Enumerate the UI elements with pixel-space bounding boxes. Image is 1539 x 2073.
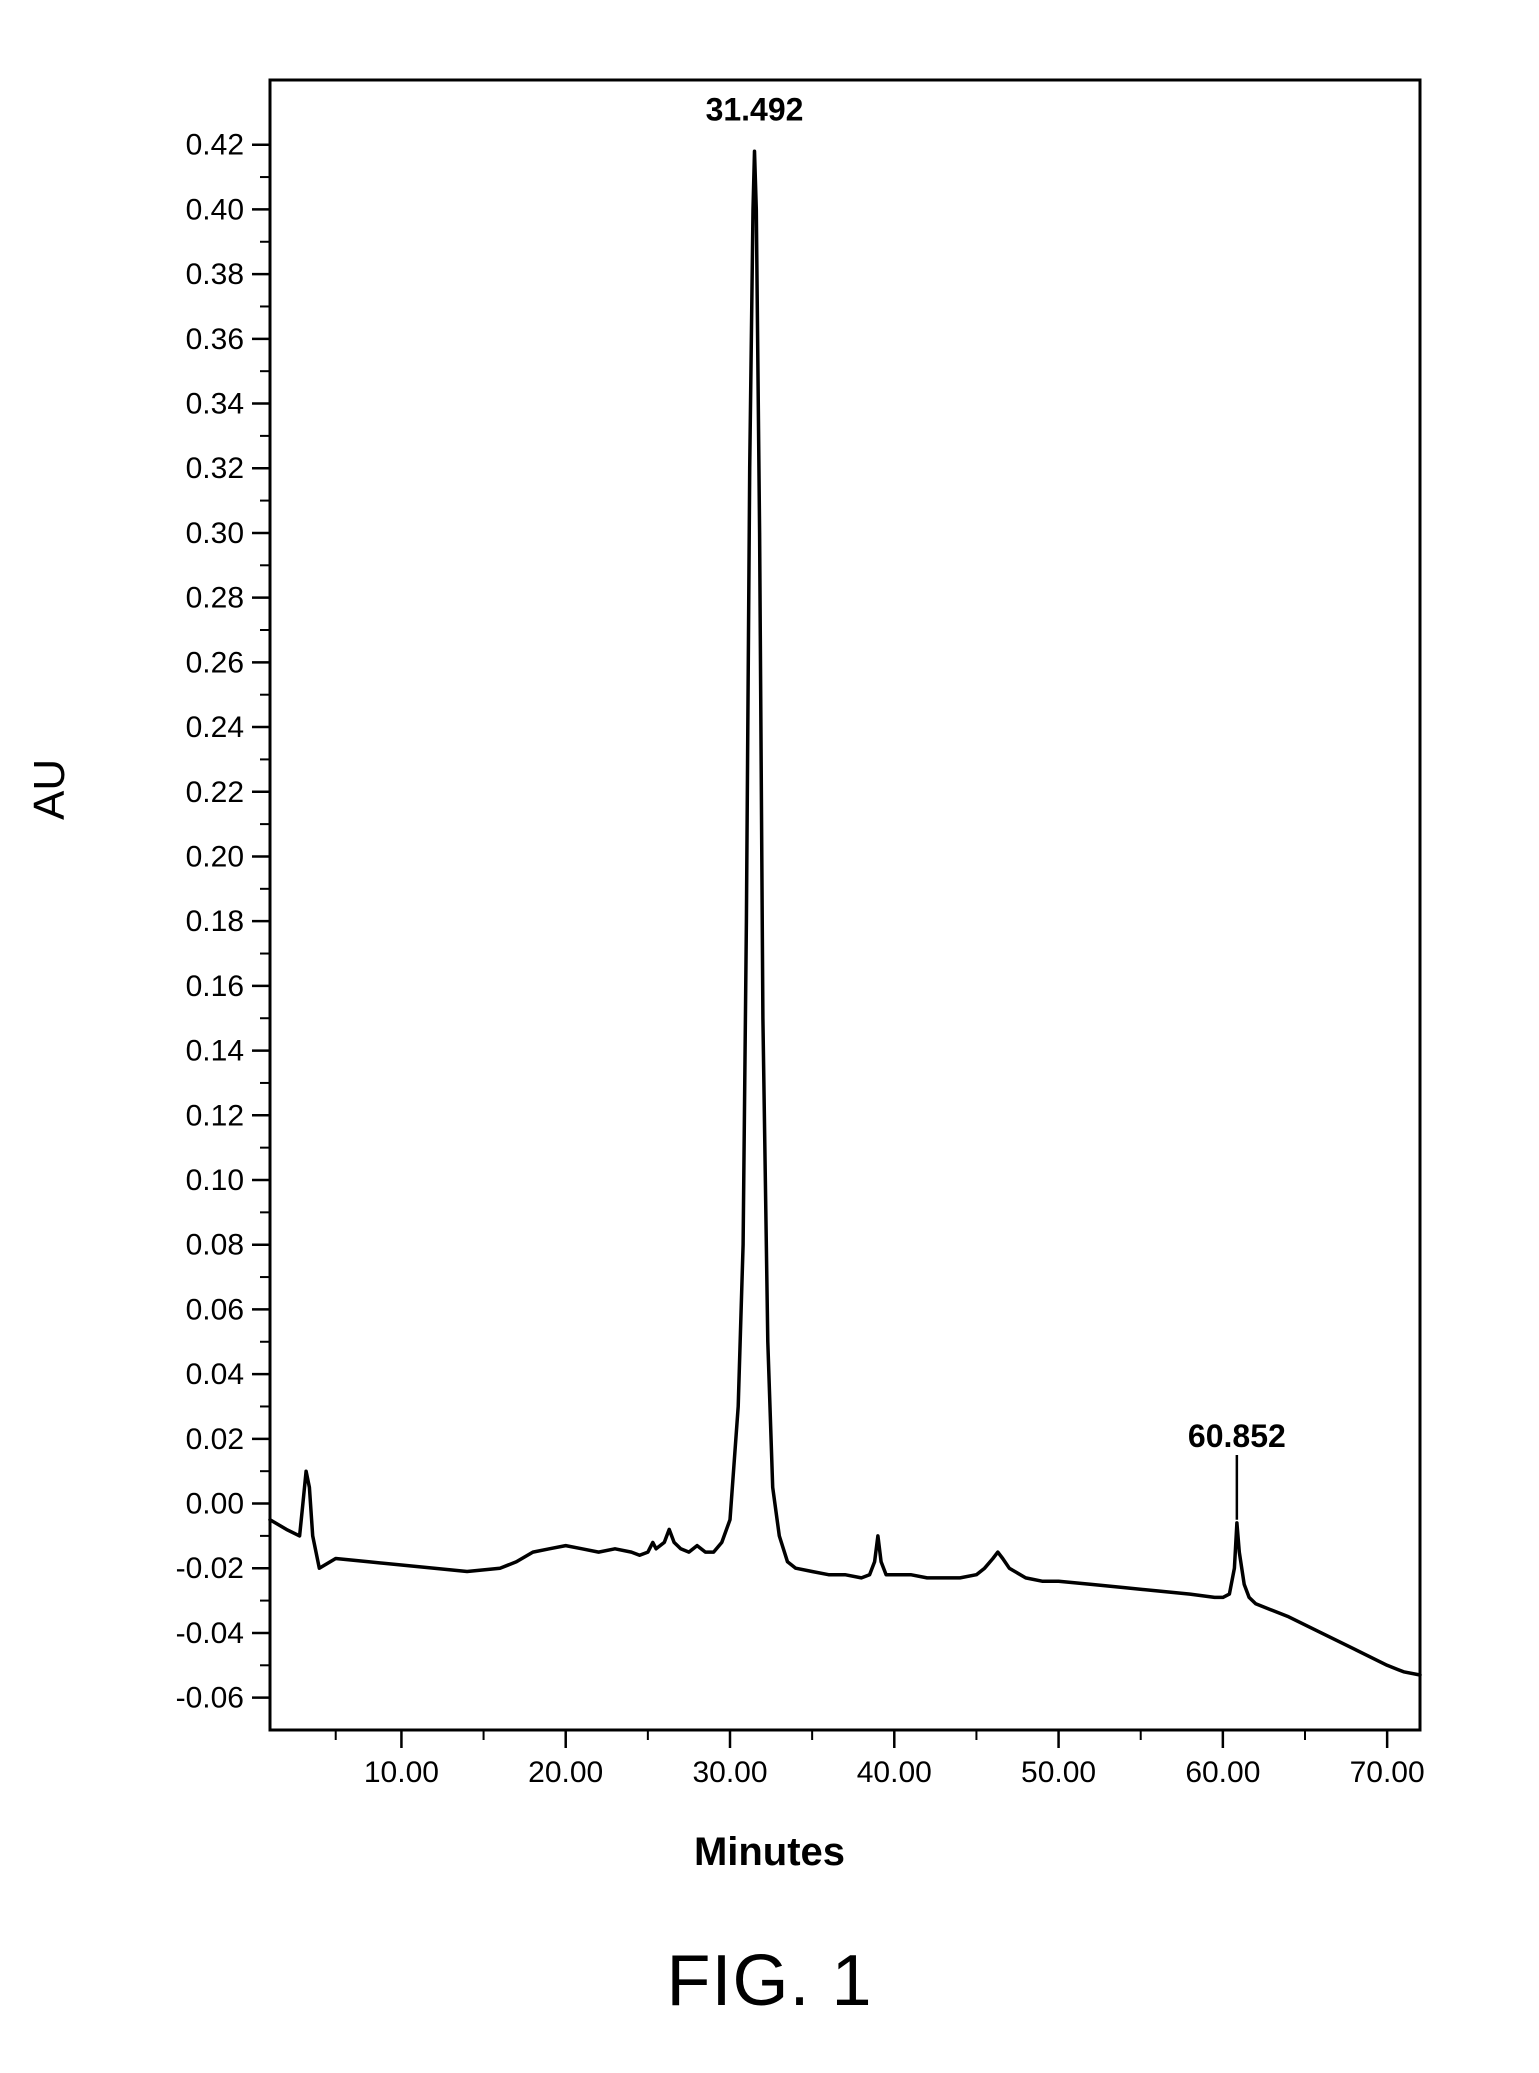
svg-text:0.16: 0.16 (186, 970, 244, 1003)
svg-text:10.00: 10.00 (364, 1756, 439, 1789)
svg-text:60.00: 60.00 (1185, 1756, 1260, 1789)
svg-text:20.00: 20.00 (528, 1756, 603, 1789)
figure-caption: FIG. 1 (0, 1940, 1539, 2022)
x-axis-label: Minutes (0, 1830, 1539, 1875)
svg-text:0.36: 0.36 (186, 323, 244, 356)
svg-text:0.42: 0.42 (186, 129, 244, 162)
svg-text:-0.02: -0.02 (176, 1552, 244, 1585)
svg-text:0.34: 0.34 (186, 388, 244, 421)
svg-text:0.38: 0.38 (186, 258, 244, 291)
svg-text:0.40: 0.40 (186, 193, 244, 226)
svg-text:50.00: 50.00 (1021, 1756, 1096, 1789)
svg-text:0.14: 0.14 (186, 1035, 244, 1068)
svg-text:0.00: 0.00 (186, 1488, 244, 1521)
svg-text:30.00: 30.00 (692, 1756, 767, 1789)
svg-text:-0.04: -0.04 (176, 1617, 244, 1650)
svg-text:70.00: 70.00 (1350, 1756, 1425, 1789)
svg-text:0.06: 0.06 (186, 1293, 244, 1326)
svg-text:0.10: 0.10 (186, 1164, 244, 1197)
chromatogram-chart: -0.06 -0.04 -0.02 0.00 0.02 0.04 0.06 0.08 0.10 0… (80, 60, 1460, 1810)
svg-text:0.26: 0.26 (186, 646, 244, 679)
figure-page: { "figure": { "caption": "FIG. 1", "xlab… (0, 0, 1539, 2073)
svg-text:0.20: 0.20 (186, 840, 244, 873)
svg-text:40.00: 40.00 (857, 1756, 932, 1789)
svg-text:0.22: 0.22 (186, 776, 244, 809)
y-axis-label: AU (25, 759, 75, 820)
svg-text:0.02: 0.02 (186, 1423, 244, 1456)
svg-text:0.30: 0.30 (186, 517, 244, 550)
svg-text:0.24: 0.24 (186, 711, 244, 744)
svg-text:-0.06: -0.06 (176, 1682, 244, 1715)
svg-text:0.18: 0.18 (186, 905, 244, 938)
svg-text:31.492: 31.492 (706, 92, 804, 128)
svg-text:0.28: 0.28 (186, 582, 244, 615)
svg-text:0.32: 0.32 (186, 452, 244, 485)
svg-text:60.852: 60.852 (1188, 1418, 1286, 1454)
svg-text:0.12: 0.12 (186, 1099, 244, 1132)
svg-text:0.08: 0.08 (186, 1229, 244, 1262)
svg-text:0.04: 0.04 (186, 1358, 244, 1391)
chart-container: -0.06 -0.04 -0.02 0.00 0.02 0.04 0.06 0.08 0.10 0… (80, 60, 1460, 1810)
